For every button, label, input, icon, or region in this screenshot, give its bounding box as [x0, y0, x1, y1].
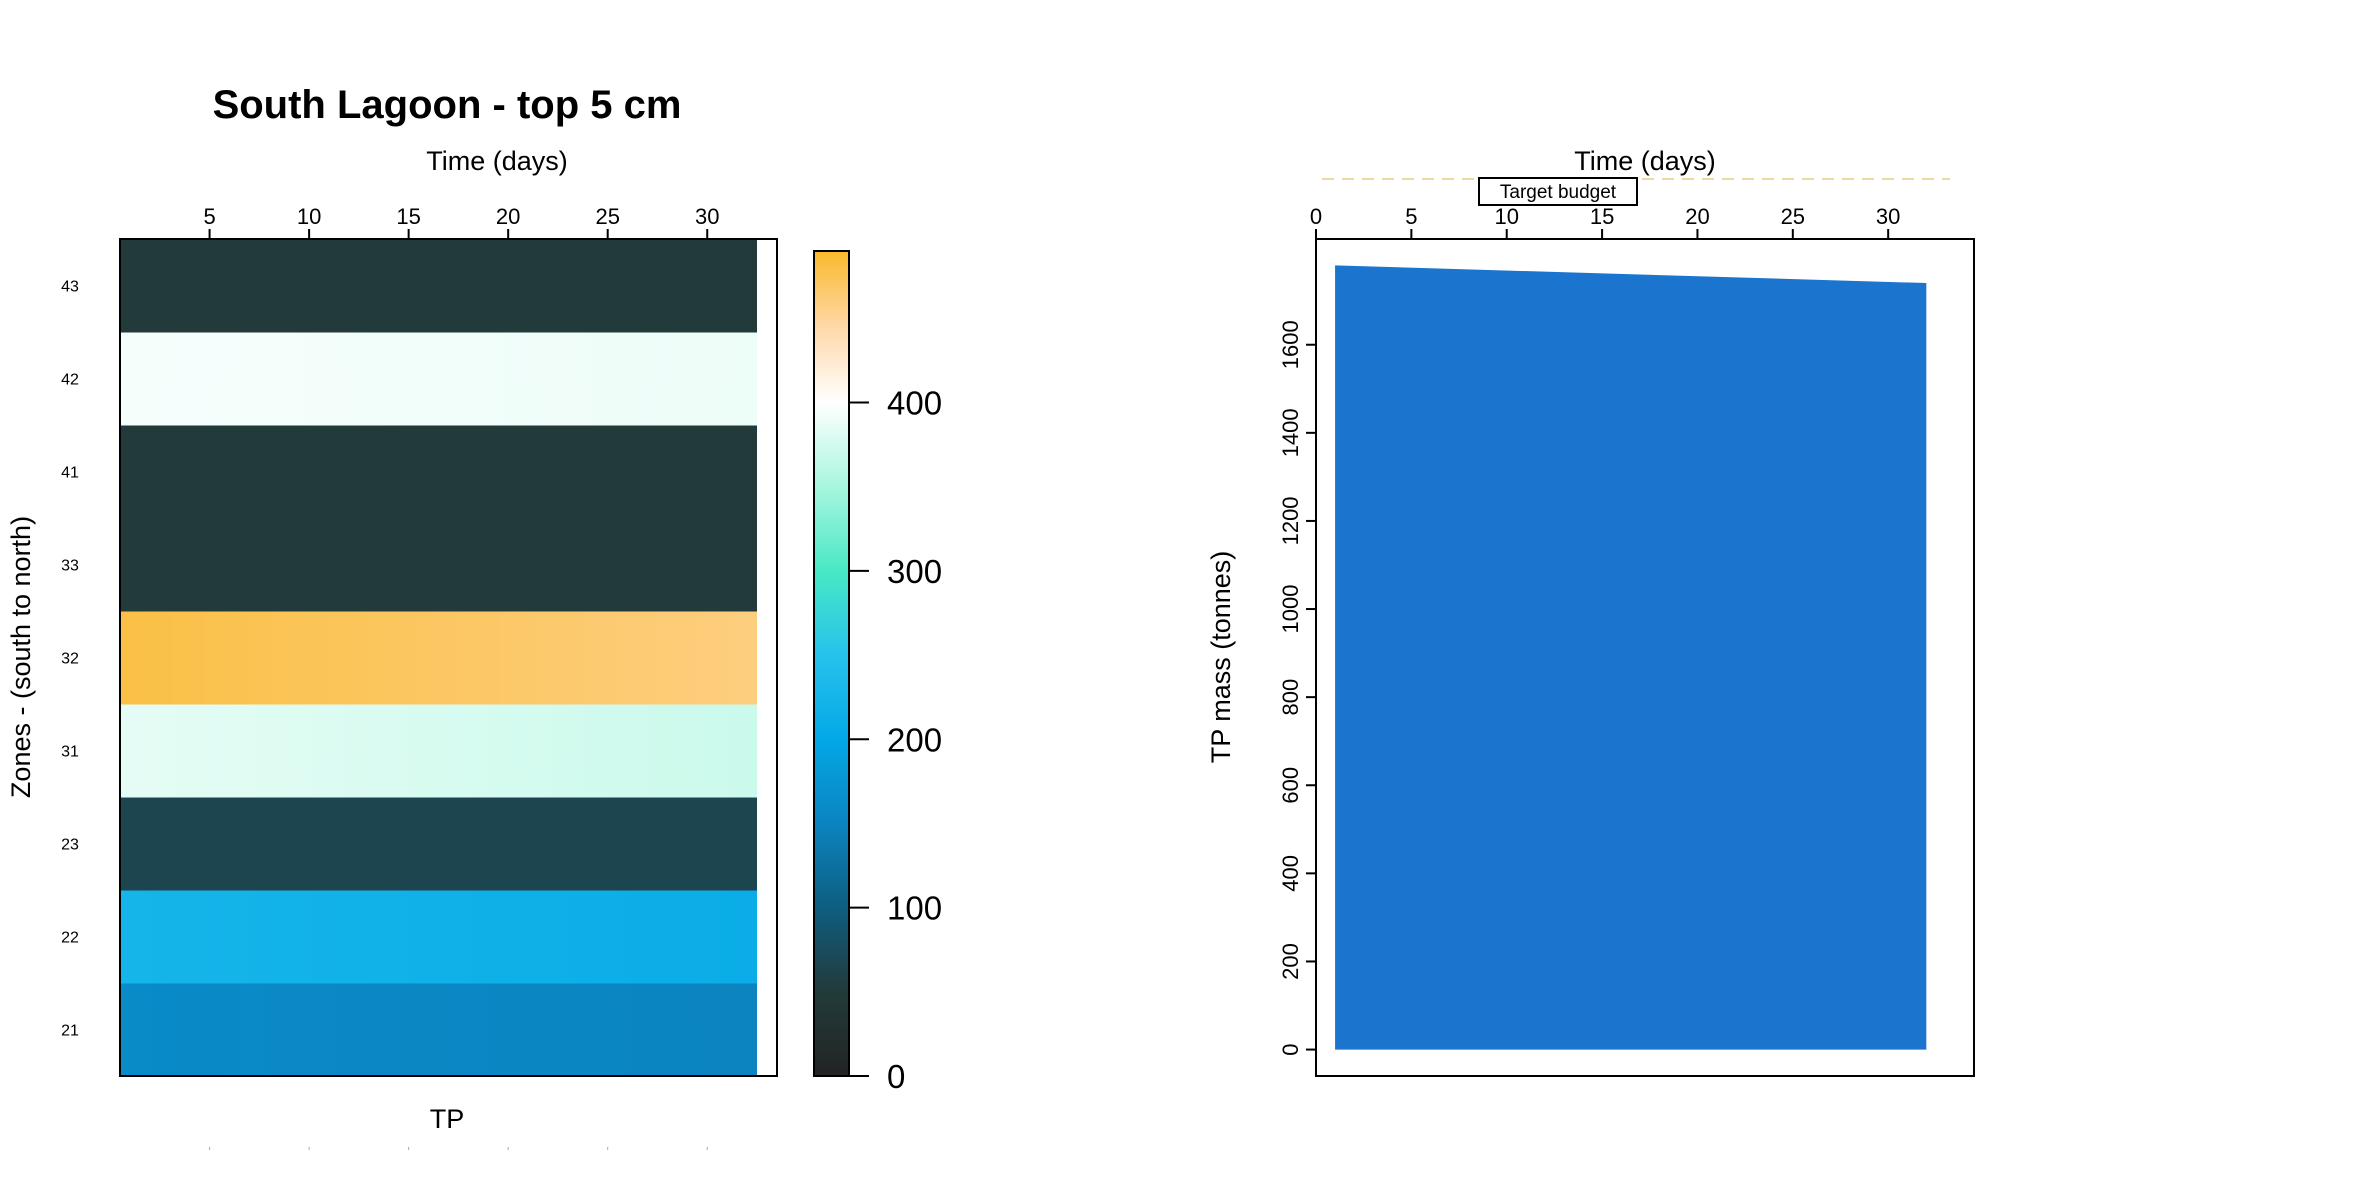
- heatmap-cell-zone-32: [120, 611, 757, 705]
- heatmap-zone-labels: 21 22 23 31 32 33 41 42 43: [61, 279, 79, 1040]
- colorbar-tick-label: 300: [887, 553, 942, 590]
- area-y-tick-label: 1200: [1278, 496, 1303, 545]
- heatmap-title: South Lagoon - top 5 cm: [213, 83, 682, 127]
- area-x-tick-label: 0: [1310, 204, 1322, 229]
- colorbar-ticks: 0 100 200 300 400: [849, 385, 942, 1095]
- area-y-ticks: 0 200 400 600 800 1000 1200 1400 1600: [1278, 320, 1316, 1056]
- area-y-tick-label: 600: [1278, 767, 1303, 804]
- colorbar-gradient: [813, 250, 850, 1077]
- area-y-axis-title: TP mass (tonnes): [1206, 551, 1236, 764]
- area-y-tick-label: 200: [1278, 943, 1303, 980]
- heatmap-plot-frame: [119, 238, 778, 1077]
- heatmap-x-tick-label: 15: [396, 204, 420, 229]
- area-x-tick-label: 20: [1685, 204, 1709, 229]
- colorbar: 0 100 200 300 400: [813, 250, 942, 1095]
- heatmap-x-tick-label: 30: [695, 204, 719, 229]
- heatmap-x-ticks: 5 10 15 20 25 30: [203, 204, 719, 1150]
- heatmap-cell-zone-23: [120, 797, 757, 891]
- heatmap-cell-zone-42: [120, 332, 757, 426]
- tp-mass-area: [1335, 265, 1927, 1050]
- heatmap-cell-zone-41: [120, 425, 757, 519]
- area-x-tick-label: 30: [1876, 204, 1900, 229]
- heatmap-cell-zone-43: [120, 239, 757, 333]
- heatmap-cells: [120, 239, 757, 1077]
- heatmap-zone-label: 41: [61, 465, 79, 482]
- heatmap-y-axis-title: Zones - (south to north): [6, 516, 36, 798]
- colorbar-tick-label: 200: [887, 721, 942, 758]
- heatmap-x-tick-label: 10: [297, 204, 321, 229]
- area-y-tick-label: 400: [1278, 855, 1303, 892]
- heatmap-cell-zone-33: [120, 518, 757, 612]
- heatmap-x-tick-label: 25: [595, 204, 619, 229]
- colorbar-tick-label: 0: [887, 1058, 905, 1095]
- legend-entry-target-budget: Target budget: [1500, 182, 1617, 203]
- heatmap-zone-label: 33: [61, 558, 79, 575]
- heatmap-panel: South Lagoon - top 5 cm Time (days) Zone…: [6, 83, 778, 1150]
- heatmap-x-axis-title: Time (days): [426, 146, 568, 176]
- area-x-tick-label: 5: [1405, 204, 1417, 229]
- legend-box: [1478, 177, 1638, 206]
- heatmap-x-tick-label: 20: [496, 204, 520, 229]
- area-x-tick-label: 25: [1781, 204, 1805, 229]
- colorbar-tick-label: 400: [887, 385, 942, 422]
- area-y-tick-label: 1400: [1278, 408, 1303, 457]
- area-y-tick-label: 0: [1278, 1043, 1303, 1055]
- area-chart-panel: Time (days) TP mass (tonnes) Target budg…: [1206, 146, 1975, 1077]
- heatmap-zone-label: 42: [61, 372, 79, 389]
- heatmap-cell-zone-21: [120, 983, 757, 1077]
- heatmap-zone-label: 43: [61, 279, 79, 296]
- heatmap-cell-zone-31: [120, 704, 757, 798]
- area-x-tick-label: 10: [1494, 204, 1518, 229]
- heatmap-x-tick-label: 5: [203, 204, 215, 229]
- heatmap-zone-label: 23: [61, 837, 79, 854]
- heatmap-zone-label: 21: [61, 1023, 79, 1040]
- heatmap-zone-label: 32: [61, 651, 79, 668]
- colorbar-tick-label: 100: [887, 890, 942, 927]
- area-plot-frame: [1315, 238, 1975, 1077]
- area-y-tick-label: 1600: [1278, 320, 1303, 369]
- heatmap-zone-label: 31: [61, 744, 79, 761]
- area-x-ticks: 0 5 10 15 20 25 30: [1310, 204, 1900, 239]
- area-x-axis-title: Time (days): [1574, 146, 1716, 176]
- area-y-tick-label: 800: [1278, 679, 1303, 716]
- heatmap-zone-label: 22: [61, 930, 79, 947]
- heatmap-variable-label: TP: [430, 1104, 465, 1134]
- area-x-tick-label: 15: [1590, 204, 1614, 229]
- area-y-tick-label: 1000: [1278, 585, 1303, 634]
- heatmap-cell-zone-22: [120, 890, 757, 984]
